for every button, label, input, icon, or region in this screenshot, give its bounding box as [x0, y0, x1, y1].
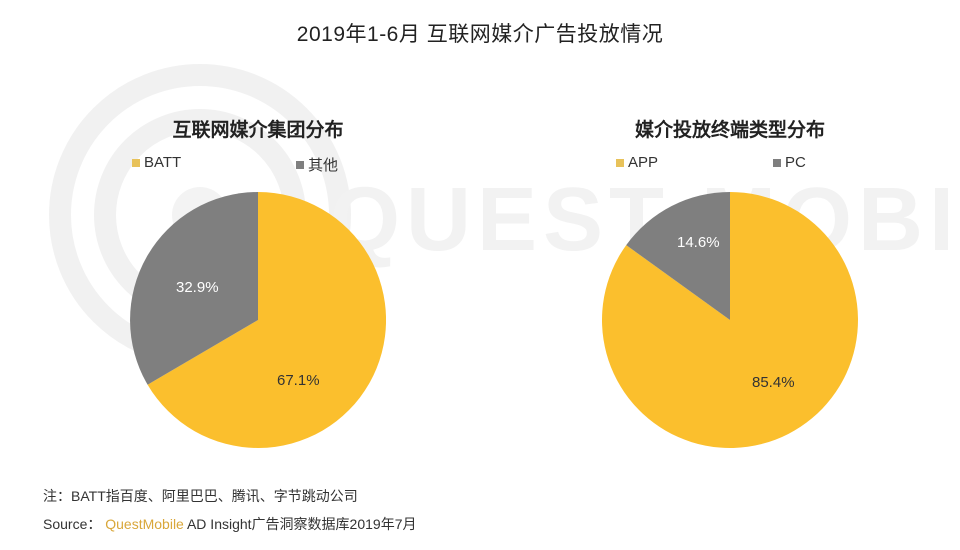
- legend-item-batt: BATT: [132, 154, 181, 171]
- legend-swatch-gray-icon: [296, 160, 304, 169]
- legend-swatch-gray-icon: [773, 158, 781, 167]
- chart-panel-terminal-type: 媒介投放终端类型分布 APP PC: [580, 115, 880, 178]
- legend: APP PC: [580, 154, 880, 178]
- legend-item-pc: PC: [773, 154, 806, 171]
- chart-title: 互联网媒介集团分布: [172, 120, 344, 141]
- svg-text:14.6%: 14.6%: [677, 234, 720, 251]
- legend-swatch-yellow-icon: [132, 158, 140, 167]
- pie-slice-pc: [626, 192, 730, 320]
- pie-slice-other: [130, 192, 258, 385]
- source-line: Source： QuestMobile AD Insight广告洞察数据库201…: [43, 516, 417, 532]
- pie-chart-media-group: 67.1% 32.9%: [130, 192, 386, 448]
- page-title: 2019年1-6月 互联网媒介广告投放情况: [296, 23, 664, 46]
- legend-item-app: APP: [616, 154, 658, 171]
- svg-text:32.9%: 32.9%: [176, 279, 219, 296]
- legend-item-other: 其他: [296, 154, 338, 175]
- svg-text:67.1%: 67.1%: [277, 372, 320, 389]
- pie-slice-app: [602, 192, 858, 448]
- pie-chart-terminal-type: 85.4% 14.6%: [602, 192, 858, 448]
- legend-swatch-yellow-icon: [616, 158, 624, 167]
- brand-name: QuestMobile: [105, 516, 184, 532]
- legend: BATT 其他: [108, 154, 408, 178]
- chart-title: 媒介投放终端类型分布: [634, 120, 825, 141]
- footnote: 注：BATT指百度、阿里巴巴、腾讯、字节跳动公司: [43, 488, 358, 504]
- pie-slice-batt: [147, 192, 386, 448]
- chart-panel-media-group: 互联网媒介集团分布 BATT 其他: [108, 115, 408, 178]
- svg-text:85.4%: 85.4%: [752, 374, 795, 391]
